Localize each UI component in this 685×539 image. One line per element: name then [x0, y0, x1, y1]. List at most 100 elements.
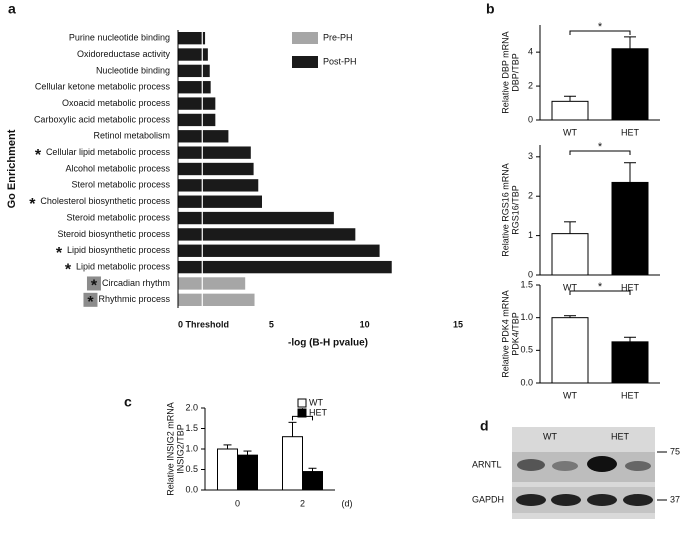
significance-bracket	[569, 150, 631, 155]
category-star: *	[35, 147, 42, 164]
x-tick-label: 15	[453, 319, 463, 329]
row-label: ARNTL	[472, 459, 502, 469]
bar	[237, 454, 258, 491]
y-tick-label: Sterol metabolic process	[71, 180, 170, 190]
blot-band	[625, 461, 651, 471]
blot-band	[516, 494, 546, 506]
x-tick-label: WT	[563, 127, 577, 137]
bar	[178, 48, 208, 61]
panel-label: c	[124, 394, 132, 410]
y-axis-label: Relative DBP mRNA	[500, 31, 510, 113]
y-tick-label: Lipid metabolic process	[76, 261, 171, 271]
y-tick-label: Carboxylic acid metabolic process	[34, 114, 171, 124]
bar	[178, 179, 259, 192]
blot-band	[623, 494, 653, 506]
legend-swatch	[292, 32, 318, 44]
x-tick-label: 0	[235, 498, 240, 508]
legend-swatch	[297, 408, 307, 418]
y-axis-label: RGS16/TBP	[510, 185, 520, 235]
blot-band	[552, 461, 578, 471]
category-star: *	[29, 196, 36, 213]
y-tick-label: Oxoacid metabolic process	[62, 98, 171, 108]
bar	[178, 32, 206, 45]
y-tick-label: Rhythmic process	[98, 294, 170, 304]
bar	[551, 233, 589, 276]
y-tick-label: 0	[528, 269, 533, 279]
x-tick-label: 0 Threshold	[178, 319, 229, 329]
bar	[178, 146, 251, 159]
y-tick-label: 1.5	[520, 279, 533, 289]
y-tick-label: 0	[528, 114, 533, 124]
y-tick-label: 4	[528, 47, 533, 57]
blot-band	[587, 494, 617, 506]
x-tick-label: HET	[621, 282, 640, 292]
y-tick-label: 2	[528, 191, 533, 201]
y-tick-label: Purine nucleotide binding	[69, 33, 170, 43]
bar	[178, 162, 254, 176]
y-tick-label: 1.0	[185, 443, 198, 453]
significance-label: *	[598, 21, 603, 33]
bar	[178, 228, 356, 241]
legend-swatch	[297, 398, 307, 408]
x-tick-label: HET	[621, 127, 640, 137]
error-bar	[243, 450, 252, 456]
error-bar	[564, 221, 576, 234]
y-tick-label: 2	[528, 80, 533, 90]
legend-label: HET	[309, 407, 328, 417]
bar	[282, 436, 303, 491]
y-axis-label: Relative PDK4 mRNA	[500, 290, 510, 378]
legend-label: Post-PH	[323, 56, 357, 66]
category-star: *	[56, 245, 63, 262]
y-axis-label: DBP/TBP	[510, 53, 520, 92]
y-tick-label: 3	[528, 151, 533, 161]
bar	[178, 211, 334, 225]
y-tick-label: Steroid metabolic process	[66, 212, 170, 222]
marker-label: 75	[670, 446, 680, 456]
significance-bracket	[569, 30, 631, 35]
y-tick-label: 1.0	[520, 312, 533, 322]
y-tick-label: Alcohol metabolic process	[65, 163, 170, 173]
y-axis-label: Relative INSIG2 mRNA	[165, 402, 175, 496]
blot-image	[512, 427, 667, 519]
category-star: *	[65, 261, 72, 278]
star-box	[86, 276, 101, 291]
bar	[178, 113, 216, 127]
lane-label: WT	[543, 431, 557, 441]
row-label: GAPDH	[472, 494, 504, 504]
y-tick-label: Steroid biosynthetic process	[57, 229, 170, 239]
bar	[611, 341, 649, 384]
panel-label: b	[486, 1, 495, 17]
bar	[217, 448, 238, 491]
x-tick-label: 5	[269, 319, 274, 329]
y-tick-label: Circadian rhythm	[102, 278, 170, 288]
significance-bracket	[569, 290, 631, 295]
y-tick-label: Cellular ketone metabolic process	[35, 82, 171, 92]
y-tick-label: Retinol metabolism	[93, 131, 170, 141]
bar	[178, 64, 210, 78]
bar	[178, 277, 246, 290]
blot-band	[517, 459, 545, 471]
y-axis-label: Relative RGS16 mRNA	[500, 163, 510, 257]
legend-label: WT	[309, 397, 323, 407]
bar	[611, 181, 649, 276]
y-tick-label: 0.0	[520, 377, 533, 387]
bar	[302, 471, 323, 491]
bar	[178, 244, 380, 257]
bar	[178, 195, 262, 208]
x-tick-label: WT	[563, 282, 577, 292]
significance-label: *	[598, 281, 603, 293]
bar	[551, 100, 589, 121]
y-tick-label: 1	[528, 230, 533, 240]
x-tick-label: 2	[300, 498, 305, 508]
x-tick-label: HET	[621, 390, 640, 400]
error-bar	[624, 36, 636, 49]
marker-label: 37	[670, 494, 680, 504]
x-tick-label: 10	[360, 319, 370, 329]
error-bar	[223, 444, 232, 449]
error-bar	[288, 421, 297, 437]
x-axis-label: -log (B-H pvalue)	[288, 338, 368, 349]
panel-label: d	[480, 418, 489, 434]
y-tick-label: Lipid biosynthetic process	[67, 245, 171, 255]
significance-label: *	[598, 141, 603, 153]
